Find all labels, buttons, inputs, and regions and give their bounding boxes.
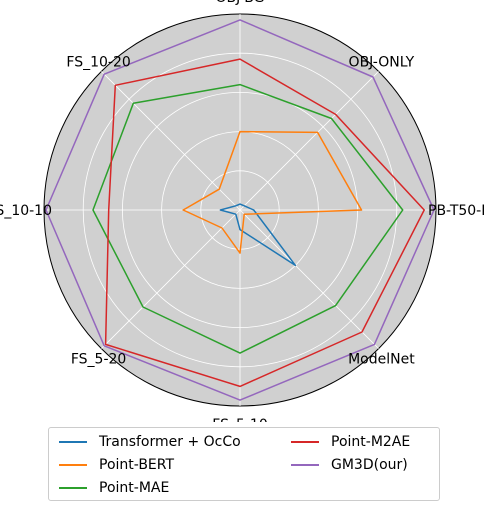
axis-label: OBJ-BG [215, 0, 264, 6]
legend-item-point-mae: Point-MAE [59, 480, 169, 496]
legend-item-gm3d: GM3D(our) [291, 457, 408, 473]
axis-labels: OBJ-BG OBJ-ONLY PB-T50-RS ModelNet FS_5-10 FS… [0, 0, 484, 422]
legend-label: Point-MAE [99, 480, 170, 496]
radar-chart: OBJ-BG OBJ-ONLY PB-T50-RS ModelNet FS_5-10 FS… [0, 0, 484, 422]
axis-label: FS_10-20 [66, 54, 130, 70]
legend-item-transformer-occo: Transformer + OcCo [59, 434, 241, 450]
series-line-point-bert [182, 130, 363, 254]
grid-spoke [101, 71, 241, 211]
series-line-point-mae [92, 83, 404, 354]
series-group [45, 19, 435, 401]
axis-label: FS_5-10 [212, 417, 267, 422]
legend-swatch [59, 441, 87, 443]
legend-swatch [291, 464, 319, 466]
legend-item-point-bert: Point-BERT [59, 457, 174, 473]
axis-label: PB-T50-RS [428, 203, 484, 219]
grid [44, 14, 436, 406]
axis-label: ModelNet [348, 351, 415, 367]
legend-swatch [59, 464, 87, 466]
grid-spoke [239, 71, 379, 211]
axis-label: FS_5-20 [71, 351, 126, 367]
legend-label: Point-M2AE [331, 434, 411, 450]
axis-label: OBJ-ONLY [349, 54, 415, 70]
series-line-gm3d-our [45, 19, 435, 401]
series-line-point-m2ae [104, 58, 425, 388]
legend-swatch [59, 487, 87, 489]
grid-spoke [239, 209, 379, 349]
legend-swatch [291, 441, 319, 443]
series-line-transformer-occo [219, 203, 297, 267]
legend: Transformer + OcCo Point-BERT Point-MAE … [48, 427, 440, 501]
legend-label: GM3D(our) [331, 457, 408, 473]
legend-label: Transformer + OcCo [99, 434, 241, 450]
legend-item-point-m2ae: Point-M2AE [291, 434, 410, 450]
grid-spoke [101, 209, 241, 349]
legend-label: Point-BERT [99, 457, 175, 473]
axis-label: FS_10-10 [0, 203, 52, 219]
